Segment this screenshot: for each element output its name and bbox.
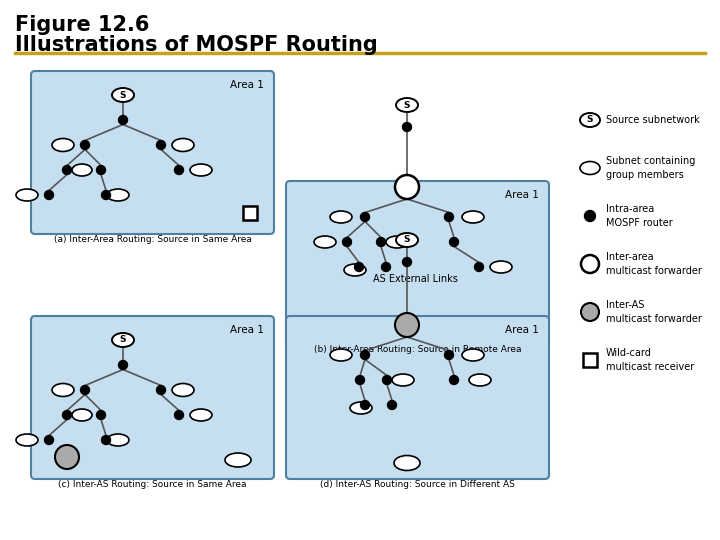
Ellipse shape — [72, 409, 92, 421]
Circle shape — [581, 255, 599, 273]
Text: Subnet containing
group members: Subnet containing group members — [606, 157, 696, 180]
Ellipse shape — [392, 374, 414, 386]
Text: AS External Links: AS External Links — [372, 274, 457, 284]
Text: Area 1: Area 1 — [505, 325, 539, 335]
Ellipse shape — [112, 333, 134, 347]
Ellipse shape — [225, 453, 251, 467]
Ellipse shape — [172, 138, 194, 152]
Ellipse shape — [462, 349, 484, 361]
Circle shape — [81, 386, 89, 395]
Text: S: S — [120, 91, 126, 99]
Ellipse shape — [330, 211, 352, 223]
Circle shape — [45, 435, 53, 444]
Circle shape — [174, 165, 184, 174]
Circle shape — [81, 140, 89, 150]
Ellipse shape — [462, 211, 484, 223]
Circle shape — [102, 191, 110, 199]
Circle shape — [356, 375, 364, 384]
Text: Figure 12.6: Figure 12.6 — [15, 15, 149, 35]
Ellipse shape — [72, 164, 92, 176]
Circle shape — [449, 375, 459, 384]
Circle shape — [585, 211, 595, 221]
Text: Inter-area
multicast forwarder: Inter-area multicast forwarder — [606, 252, 702, 275]
Ellipse shape — [350, 402, 372, 414]
Ellipse shape — [52, 383, 74, 396]
Ellipse shape — [580, 161, 600, 174]
Circle shape — [63, 165, 71, 174]
Text: Area 1: Area 1 — [230, 325, 264, 335]
Circle shape — [444, 213, 454, 221]
Circle shape — [156, 386, 166, 395]
Circle shape — [45, 191, 53, 199]
Text: Source subnetwork: Source subnetwork — [606, 115, 700, 125]
Text: S: S — [587, 116, 593, 125]
Ellipse shape — [469, 374, 491, 386]
Circle shape — [444, 350, 454, 360]
Circle shape — [119, 116, 127, 125]
Circle shape — [377, 238, 385, 246]
Circle shape — [156, 140, 166, 150]
Ellipse shape — [580, 113, 600, 127]
Ellipse shape — [190, 164, 212, 176]
FancyBboxPatch shape — [31, 316, 274, 479]
Ellipse shape — [396, 233, 418, 247]
Ellipse shape — [490, 261, 512, 273]
Text: S: S — [404, 100, 410, 110]
Circle shape — [63, 410, 71, 420]
Circle shape — [449, 238, 459, 246]
Circle shape — [387, 401, 397, 409]
Circle shape — [382, 375, 392, 384]
Ellipse shape — [16, 189, 38, 201]
Circle shape — [96, 165, 106, 174]
Ellipse shape — [394, 456, 420, 470]
Text: Inter-AS
multicast forwarder: Inter-AS multicast forwarder — [606, 300, 702, 323]
Text: (b) Inter-Area Routing: Source in Remote Area: (b) Inter-Area Routing: Source in Remote… — [314, 345, 521, 354]
Circle shape — [382, 262, 390, 272]
Ellipse shape — [112, 88, 134, 102]
Text: Intra-area
MOSPF router: Intra-area MOSPF router — [606, 205, 672, 227]
Ellipse shape — [396, 98, 418, 112]
Ellipse shape — [172, 383, 194, 396]
Circle shape — [361, 213, 369, 221]
Circle shape — [361, 401, 369, 409]
Circle shape — [402, 258, 412, 267]
Text: (c) Inter-AS Routing: Source in Same Area: (c) Inter-AS Routing: Source in Same Are… — [58, 480, 247, 489]
Ellipse shape — [330, 349, 352, 361]
FancyBboxPatch shape — [31, 71, 274, 234]
Circle shape — [174, 410, 184, 420]
Text: Illustrations of MOSPF Routing: Illustrations of MOSPF Routing — [15, 35, 378, 55]
Bar — [243, 206, 257, 220]
Circle shape — [395, 175, 419, 199]
Text: (a) Inter-Area Routing: Source in Same Area: (a) Inter-Area Routing: Source in Same A… — [53, 235, 251, 244]
Text: S: S — [404, 235, 410, 245]
Text: Area 1: Area 1 — [230, 80, 264, 90]
Text: S: S — [120, 335, 126, 345]
Circle shape — [102, 435, 110, 444]
Circle shape — [55, 445, 79, 469]
Ellipse shape — [107, 434, 129, 446]
Text: (d) Inter-AS Routing: Source in Different AS: (d) Inter-AS Routing: Source in Differen… — [320, 480, 515, 489]
Ellipse shape — [344, 264, 366, 276]
FancyBboxPatch shape — [286, 316, 549, 479]
Text: Wild-card
multicast receiver: Wild-card multicast receiver — [606, 348, 694, 372]
Circle shape — [343, 238, 351, 246]
Circle shape — [119, 361, 127, 369]
Circle shape — [96, 410, 106, 420]
Circle shape — [402, 123, 412, 132]
Circle shape — [581, 303, 599, 321]
Circle shape — [474, 262, 484, 272]
Ellipse shape — [314, 236, 336, 248]
FancyBboxPatch shape — [286, 181, 549, 344]
Ellipse shape — [16, 434, 38, 446]
Ellipse shape — [52, 138, 74, 152]
Ellipse shape — [190, 409, 212, 421]
Circle shape — [361, 350, 369, 360]
Circle shape — [395, 313, 419, 337]
Text: Area 1: Area 1 — [505, 190, 539, 200]
Bar — [583, 353, 597, 367]
Circle shape — [354, 262, 364, 272]
Ellipse shape — [107, 189, 129, 201]
Ellipse shape — [386, 236, 408, 248]
